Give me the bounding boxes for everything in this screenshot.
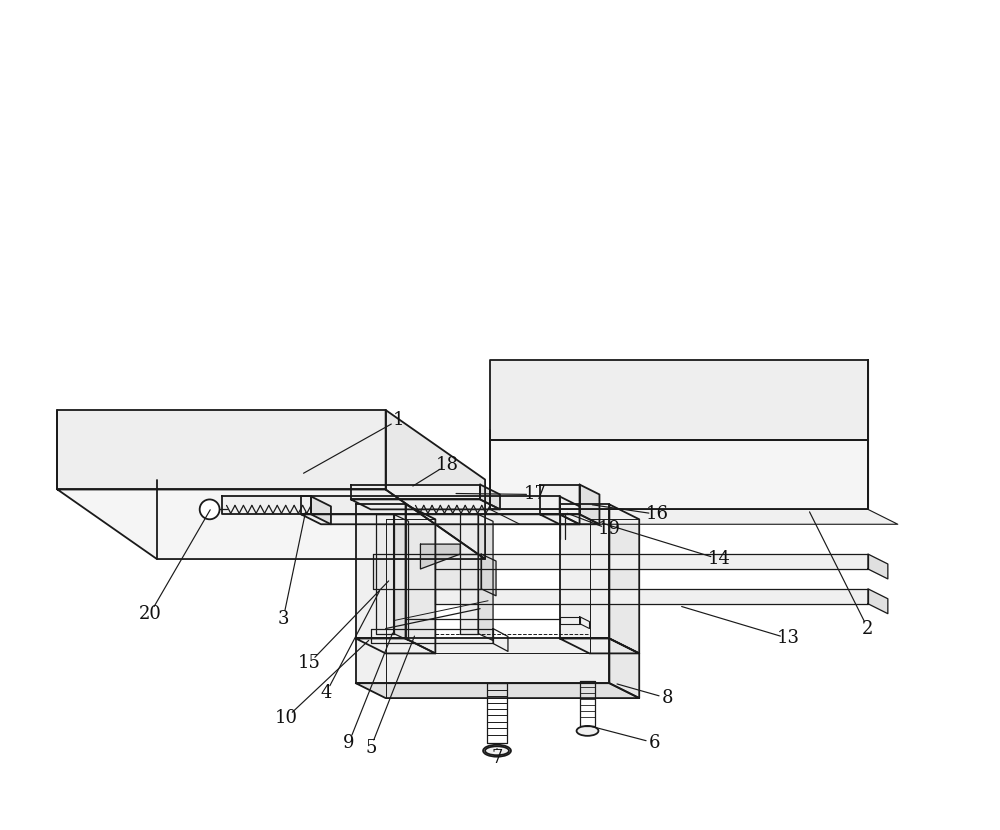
Polygon shape <box>540 485 580 515</box>
Text: 18: 18 <box>436 456 459 474</box>
Text: 3: 3 <box>277 609 289 627</box>
Text: 15: 15 <box>298 654 321 672</box>
Polygon shape <box>301 496 560 515</box>
Polygon shape <box>480 485 500 510</box>
Polygon shape <box>386 410 485 559</box>
Polygon shape <box>560 638 639 653</box>
Polygon shape <box>868 554 888 579</box>
Ellipse shape <box>200 500 220 520</box>
Text: 9: 9 <box>343 734 355 752</box>
Polygon shape <box>222 496 311 515</box>
Polygon shape <box>540 515 599 525</box>
Text: 16: 16 <box>646 505 669 524</box>
Polygon shape <box>609 505 639 653</box>
Polygon shape <box>57 410 386 490</box>
Polygon shape <box>356 683 639 698</box>
Polygon shape <box>490 440 868 510</box>
Text: 10: 10 <box>275 709 298 727</box>
Polygon shape <box>356 505 406 638</box>
Text: 2: 2 <box>862 619 874 637</box>
Polygon shape <box>490 360 868 440</box>
Polygon shape <box>490 510 898 525</box>
Polygon shape <box>560 505 609 638</box>
Text: 4: 4 <box>320 684 332 702</box>
Polygon shape <box>435 554 868 569</box>
Ellipse shape <box>577 726 598 736</box>
Polygon shape <box>560 496 580 525</box>
Polygon shape <box>373 554 481 588</box>
Polygon shape <box>356 638 609 683</box>
Text: 19: 19 <box>598 520 621 538</box>
Text: 20: 20 <box>139 605 161 622</box>
Polygon shape <box>609 638 639 698</box>
Text: 13: 13 <box>777 629 800 647</box>
Polygon shape <box>351 500 500 510</box>
Polygon shape <box>460 515 478 633</box>
Text: 5: 5 <box>365 739 376 757</box>
Polygon shape <box>351 485 480 500</box>
Text: 6: 6 <box>648 734 660 752</box>
Polygon shape <box>394 515 409 641</box>
Polygon shape <box>478 515 493 641</box>
Polygon shape <box>868 588 888 613</box>
Polygon shape <box>580 485 599 525</box>
Text: 8: 8 <box>661 689 673 707</box>
Text: 1: 1 <box>393 411 404 429</box>
Text: 17: 17 <box>523 486 546 504</box>
Polygon shape <box>435 588 868 603</box>
Polygon shape <box>311 496 331 525</box>
Text: 14: 14 <box>707 550 730 568</box>
Polygon shape <box>356 638 435 653</box>
Polygon shape <box>406 505 435 653</box>
Ellipse shape <box>483 745 511 757</box>
Polygon shape <box>481 554 496 596</box>
Polygon shape <box>57 490 485 559</box>
Polygon shape <box>301 515 580 525</box>
Text: 7: 7 <box>491 749 503 767</box>
Polygon shape <box>420 544 460 569</box>
Polygon shape <box>376 515 394 633</box>
